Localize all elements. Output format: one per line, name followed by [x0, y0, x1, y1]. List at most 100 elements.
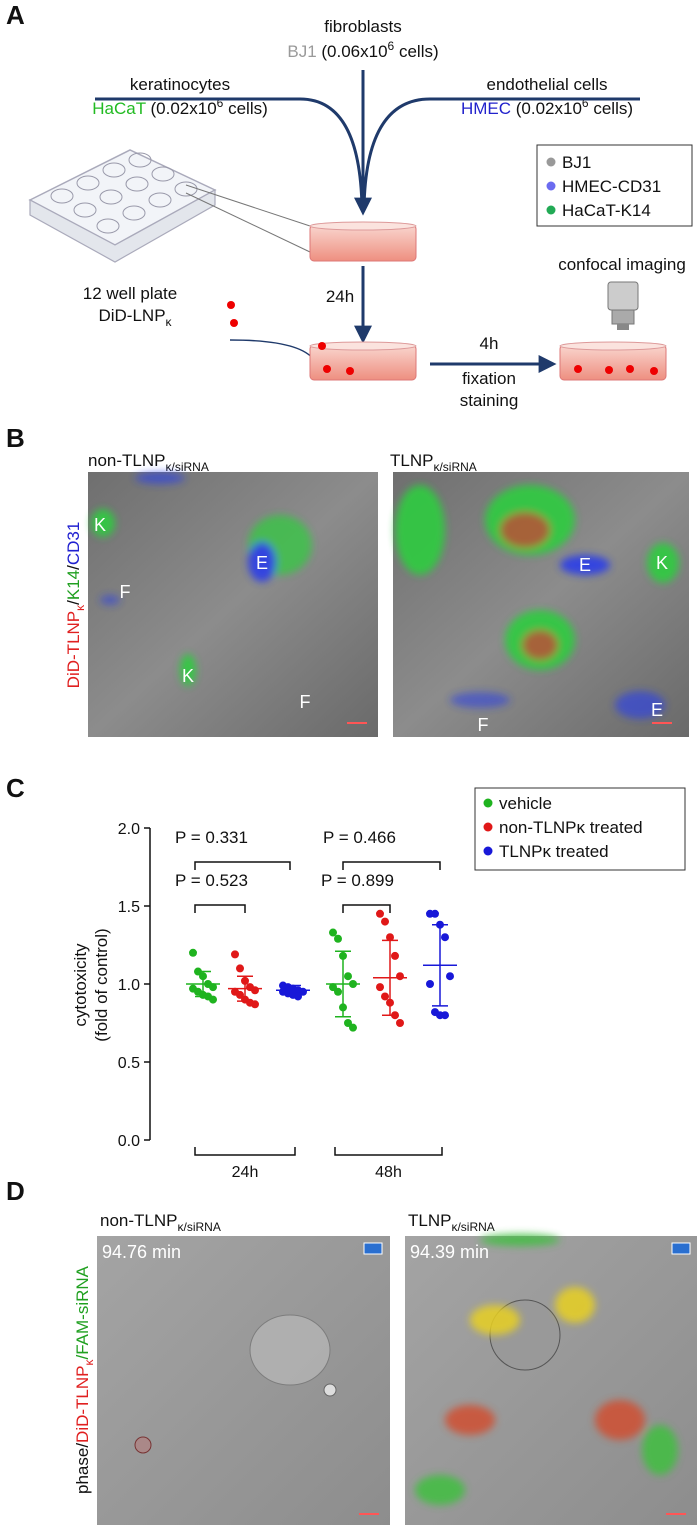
- p-value: P = 0.899: [321, 871, 394, 890]
- y-tick-label: 0.5: [118, 1055, 140, 1072]
- panel-c: C cytotoxicity (fold of control) 0.0 0.5 1…: [6, 773, 686, 1181]
- text-run: (0.02x10: [146, 99, 217, 118]
- cell-count: BJ1 (0.06x106 cells): [287, 39, 438, 61]
- data-point: [209, 995, 217, 1004]
- y-tick-label: 1.0: [118, 977, 140, 994]
- legend-marker: [483, 846, 493, 856]
- group-bracket: [194, 1147, 296, 1156]
- image-title: non-TLNPκ/siRNA: [88, 451, 209, 474]
- legend-label: non-TLNPκ treated: [499, 818, 643, 837]
- legend-label: HaCaT-K14: [562, 201, 651, 220]
- time: 24h: [326, 287, 354, 306]
- text-run: HMEC: [461, 99, 511, 118]
- reagent: DiD-LNPκ: [98, 306, 172, 329]
- cell-label: E: [256, 553, 268, 573]
- caption: 12 well plate: [83, 284, 178, 303]
- y-tick-label: 1.5: [118, 899, 140, 916]
- stain-label: phase/DiD-TLNPκ/FAM-siRNA: [73, 1265, 96, 1494]
- text-run: non-TLNP: [88, 451, 165, 470]
- time: 4h: [480, 334, 499, 353]
- text-run: 6: [217, 96, 224, 110]
- text-run: cells): [394, 42, 438, 61]
- cell-type: fibroblasts: [324, 17, 401, 36]
- legend-label: TLNPκ treated: [499, 842, 609, 861]
- group-bracket: [334, 1147, 443, 1156]
- legend-marker: [546, 205, 556, 215]
- y-axis-title: (fold of control): [92, 928, 111, 1041]
- step: fixation: [462, 369, 516, 388]
- data-point: [376, 983, 384, 992]
- data-point: [381, 992, 389, 1001]
- cell-type: endothelial cells: [487, 75, 608, 94]
- cell-label: K: [182, 666, 194, 686]
- data-point: [251, 986, 259, 995]
- cell-type: keratinocytes: [130, 75, 230, 94]
- panel-label: D: [6, 1176, 25, 1206]
- legend-marker: [546, 181, 556, 191]
- image-title: TLNPκ/siRNA: [390, 451, 477, 474]
- arrow: [362, 97, 640, 209]
- caption: confocal imaging: [558, 255, 686, 274]
- text-run: κ/siRNA: [177, 1220, 220, 1234]
- cell-label: F: [120, 582, 131, 602]
- panel-b: B non-TLNPκ/siRNA TLNPκ/siRNA DiD-TLNPκ/…: [6, 423, 689, 737]
- text-run: K14: [64, 570, 83, 600]
- data-point: [231, 950, 239, 959]
- comparison-bracket: [194, 861, 291, 870]
- dish: [309, 341, 417, 381]
- cell-label: K: [94, 515, 106, 535]
- data-point: [334, 987, 342, 996]
- data-point: [386, 933, 394, 942]
- data-point: [251, 1000, 259, 1009]
- x-tick-label: 24h: [232, 1164, 259, 1181]
- text-run: /: [64, 565, 83, 570]
- micrograph: [405, 1234, 697, 1525]
- panel-label: A: [6, 0, 25, 30]
- text-run: κ/siRNA: [165, 460, 208, 474]
- y-axis-title: cytotoxicity: [71, 943, 90, 1027]
- legend-box: [536, 144, 693, 227]
- data-point: [431, 909, 439, 918]
- data-point: [441, 1011, 449, 1020]
- text-run: cells): [223, 99, 267, 118]
- image-title: TLNPκ/siRNA: [408, 1211, 495, 1234]
- data-point: [396, 972, 404, 981]
- micrograph: [393, 472, 689, 737]
- data-point: [376, 909, 384, 918]
- y-tick-label: 2.0: [118, 821, 140, 838]
- micrograph: [97, 1236, 390, 1525]
- text-run: TLNP: [390, 451, 433, 470]
- text-run: κ: [166, 315, 173, 329]
- image-title: non-TLNPκ/siRNA: [100, 1211, 221, 1234]
- step: staining: [460, 391, 519, 410]
- data-point: [189, 948, 197, 957]
- data-point: [294, 992, 302, 1001]
- text-run: 6: [388, 39, 395, 53]
- cell-label: K: [656, 553, 668, 573]
- text-run: κ/siRNA: [433, 460, 476, 474]
- stain-label: DiD-TLNPκ/K14/CD31: [64, 522, 87, 689]
- error-bar: [237, 975, 253, 1002]
- legend-marker: [483, 822, 493, 832]
- text-run: (0.02x10: [511, 99, 582, 118]
- cell-count: HMEC (0.02x106 cells): [461, 96, 633, 118]
- comparison-bracket: [342, 904, 391, 913]
- timestamp: 94.76 min: [102, 1242, 181, 1262]
- lnp-dot: [230, 319, 238, 327]
- legend-marker: [483, 798, 493, 808]
- dish: [559, 341, 667, 381]
- data-point: [236, 990, 244, 999]
- micrograph: [88, 472, 378, 737]
- legend-label: HMEC-CD31: [562, 177, 661, 196]
- legend-label: vehicle: [499, 794, 552, 813]
- comparison-bracket: [194, 904, 246, 913]
- timestamp: 94.39 min: [410, 1242, 489, 1262]
- cell-count: HaCaT (0.02x106 cells): [92, 96, 268, 118]
- cell-label: E: [651, 700, 663, 720]
- text-run: DiD-LNP: [98, 306, 165, 325]
- legend-marker: [546, 157, 556, 167]
- p-value: P = 0.523: [175, 871, 248, 890]
- comparison-bracket: [342, 861, 441, 870]
- text-run: CD31: [64, 522, 83, 565]
- y-tick-label: 0.0: [118, 1133, 140, 1150]
